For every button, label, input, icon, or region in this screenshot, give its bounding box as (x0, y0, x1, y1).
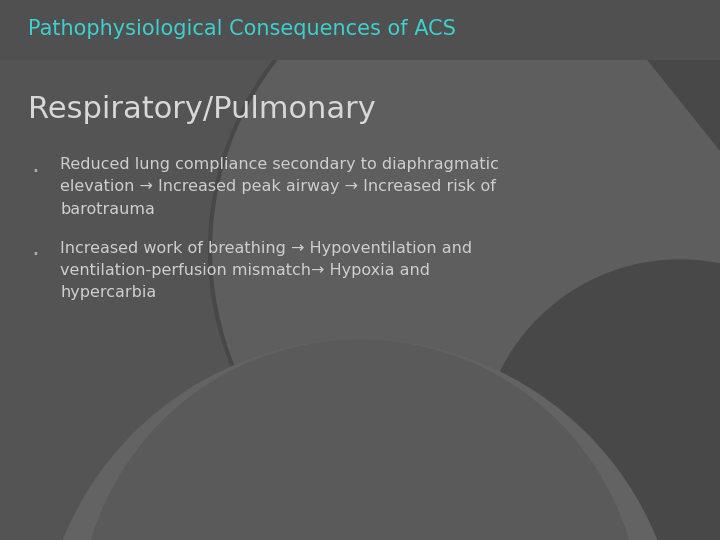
Text: ventilation-perfusion mismatch→ Hypoxia and: ventilation-perfusion mismatch→ Hypoxia … (60, 262, 430, 278)
Text: ·: · (31, 243, 39, 267)
Polygon shape (580, 0, 720, 120)
Text: Reduced lung compliance secondary to diaphragmatic: Reduced lung compliance secondary to dia… (60, 158, 499, 172)
Text: hypercarbia: hypercarbia (60, 285, 156, 300)
Text: Pathophysiological Consequences of ACS: Pathophysiological Consequences of ACS (28, 19, 456, 39)
Circle shape (40, 340, 680, 540)
FancyBboxPatch shape (0, 0, 720, 60)
Text: ·: · (31, 160, 39, 184)
Text: Respiratory/Pulmonary: Respiratory/Pulmonary (28, 96, 376, 125)
Circle shape (480, 260, 720, 540)
Text: Increased work of breathing → Hypoventilation and: Increased work of breathing → Hypoventil… (60, 240, 472, 255)
Circle shape (80, 340, 640, 540)
Polygon shape (600, 0, 720, 150)
Text: barotrauma: barotrauma (60, 201, 155, 217)
Text: elevation → Increased peak airway → Increased risk of: elevation → Increased peak airway → Incr… (60, 179, 496, 194)
Circle shape (210, 0, 720, 540)
